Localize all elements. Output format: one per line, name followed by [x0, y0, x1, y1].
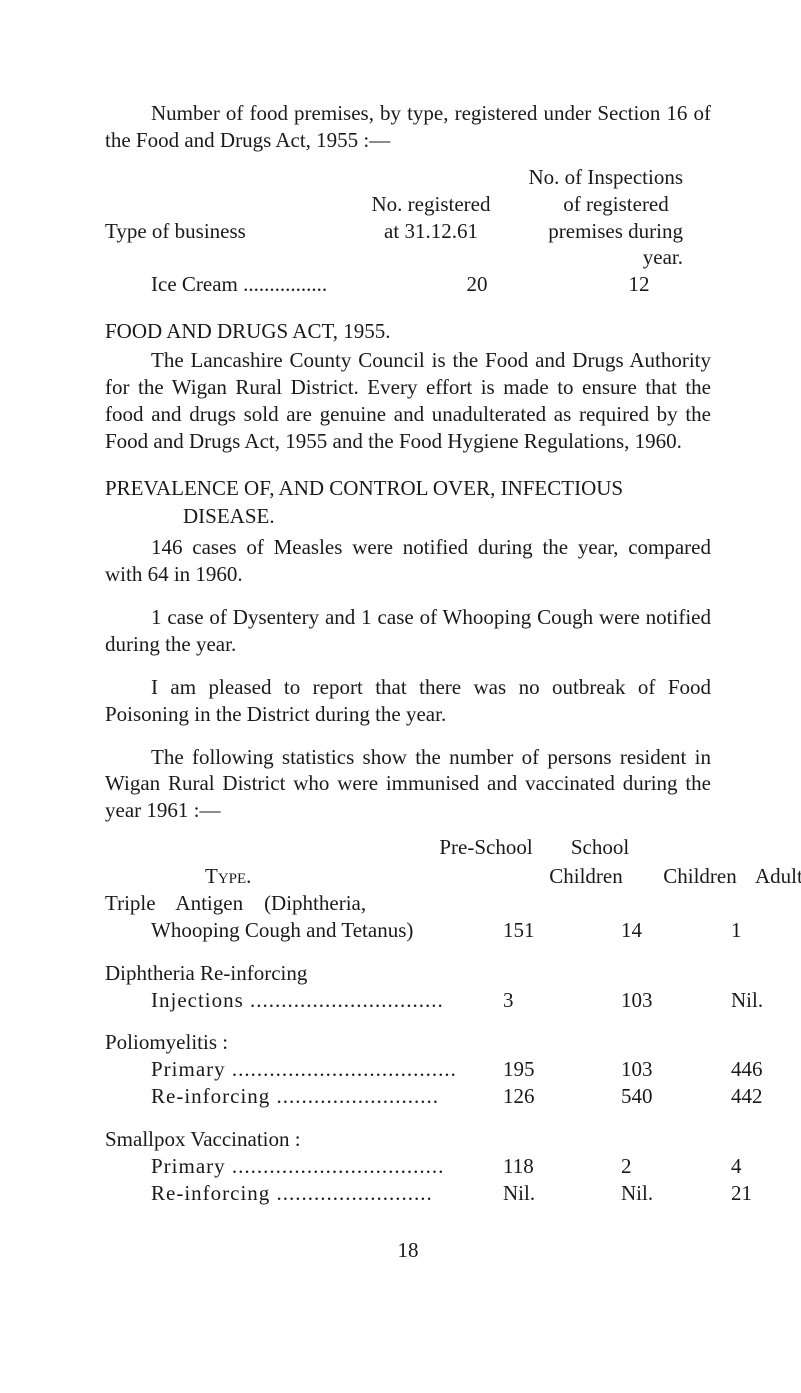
table-cell: Nil. — [591, 1180, 701, 1207]
table-row: Injections .............................… — [105, 987, 711, 1014]
table-cell: Children — [645, 863, 755, 890]
table-cell: 195 — [473, 1056, 591, 1083]
table-header-row: No. of Inspections — [105, 164, 711, 191]
table-cell: Ice Cream ................ — [105, 271, 387, 298]
table-cell: No. registered — [341, 191, 521, 218]
table-cell: 3 — [473, 987, 591, 1014]
table-cell: School — [545, 834, 655, 861]
body-paragraph: 146 cases of Measles were notified durin… — [105, 534, 711, 588]
type-label: Type. — [205, 864, 251, 888]
table-cell: Nil. — [701, 987, 763, 1014]
table-row: Whooping Cough and Tetanus) 151 14 1 — [105, 917, 711, 944]
table-cell: 12 — [567, 271, 711, 298]
table-cell — [655, 834, 711, 861]
table-row: Re-inforcing .......................... … — [105, 1083, 711, 1110]
table-row: Triple Antigen (Diphtheria, — [105, 890, 711, 917]
table-cell: 540 — [591, 1083, 701, 1110]
section-heading: PREVALENCE OF, AND CONTROL OVER, INFECTI… — [105, 475, 711, 502]
table-cell: Children — [527, 863, 645, 890]
table-cell: Injections .............................… — [105, 987, 473, 1014]
table-cell: Type. — [105, 863, 527, 890]
table-cell: 103 — [591, 987, 701, 1014]
body-paragraph: The following statistics show the number… — [105, 744, 711, 825]
intro-paragraph: Number of food premises, by type, regist… — [105, 100, 711, 154]
table-cell: of registered — [521, 191, 711, 218]
table-header-row: Type. Children Children Adults — [105, 863, 711, 890]
table-cell: at 31.12.61 — [341, 218, 521, 272]
table-row: Poliomyelitis : — [105, 1029, 711, 1056]
table-cell: 118 — [473, 1153, 591, 1180]
table-cell: 126 — [473, 1083, 591, 1110]
table-cell: 20 — [387, 271, 567, 298]
table-cell: Triple Antigen (Diphtheria, — [105, 890, 427, 917]
table-cell: 446 — [701, 1056, 763, 1083]
table-cell: Re-inforcing .......................... — [105, 1083, 473, 1110]
statistics-table: Pre-School School Type. Children Childre… — [105, 834, 711, 1207]
body-paragraph: I am pleased to report that there was no… — [105, 674, 711, 728]
table-cell: Type of business — [105, 218, 341, 272]
table-cell: 151 — [473, 917, 591, 944]
table-cell: 14 — [591, 917, 701, 944]
table-cell: 4 — [701, 1153, 742, 1180]
table-cell: 2 — [591, 1153, 701, 1180]
table-header-row: Pre-School School — [105, 834, 711, 861]
table-cell: 442 — [701, 1083, 763, 1110]
table-cell — [341, 164, 521, 191]
table-cell: No. of Inspections — [521, 164, 711, 191]
table-cell: Pre-School — [427, 834, 545, 861]
table-cell: 21 — [701, 1180, 752, 1207]
table-cell — [105, 191, 341, 218]
registration-table: No. of Inspections No. registered of reg… — [105, 164, 711, 298]
table-cell: Smallpox Vaccination : — [105, 1126, 427, 1153]
section-heading: FOOD AND DRUGS ACT, 1955. — [105, 318, 711, 345]
section-heading-sub: DISEASE. — [105, 503, 711, 530]
table-cell: Poliomyelitis : — [105, 1029, 427, 1056]
table-cell: Whooping Cough and Tetanus) — [105, 917, 473, 944]
table-row: Primary ................................… — [105, 1153, 711, 1180]
table-cell: 1 — [701, 917, 742, 944]
table-cell: Re-inforcing ......................... — [105, 1180, 473, 1207]
table-row: Primary ................................… — [105, 1056, 711, 1083]
table-header-row: No. registered of registered — [105, 191, 711, 218]
page-number: 18 — [105, 1237, 711, 1264]
table-cell: Primary ................................… — [105, 1153, 473, 1180]
table-cell — [105, 834, 427, 861]
body-paragraph: 1 case of Dysentery and 1 case of Whoopi… — [105, 604, 711, 658]
food-paragraph: The Lancashire County Council is the Foo… — [105, 347, 711, 455]
table-cell: Adults — [755, 863, 801, 890]
table-row: Ice Cream ................ 20 12 — [105, 271, 711, 298]
table-row: Diphtheria Re-inforcing — [105, 960, 711, 987]
table-cell — [105, 164, 341, 191]
table-header-row: Type of business at 31.12.61 premises du… — [105, 218, 711, 272]
table-cell: 103 — [591, 1056, 701, 1083]
document-page: Number of food premises, by type, regist… — [0, 0, 801, 1324]
table-cell: Nil. — [473, 1180, 591, 1207]
table-cell: Diphtheria Re-inforcing — [105, 960, 427, 987]
table-cell: premises during year. — [521, 218, 711, 272]
table-cell: Primary ................................… — [105, 1056, 473, 1083]
table-row: Smallpox Vaccination : — [105, 1126, 711, 1153]
table-row: Re-inforcing ......................... N… — [105, 1180, 711, 1207]
